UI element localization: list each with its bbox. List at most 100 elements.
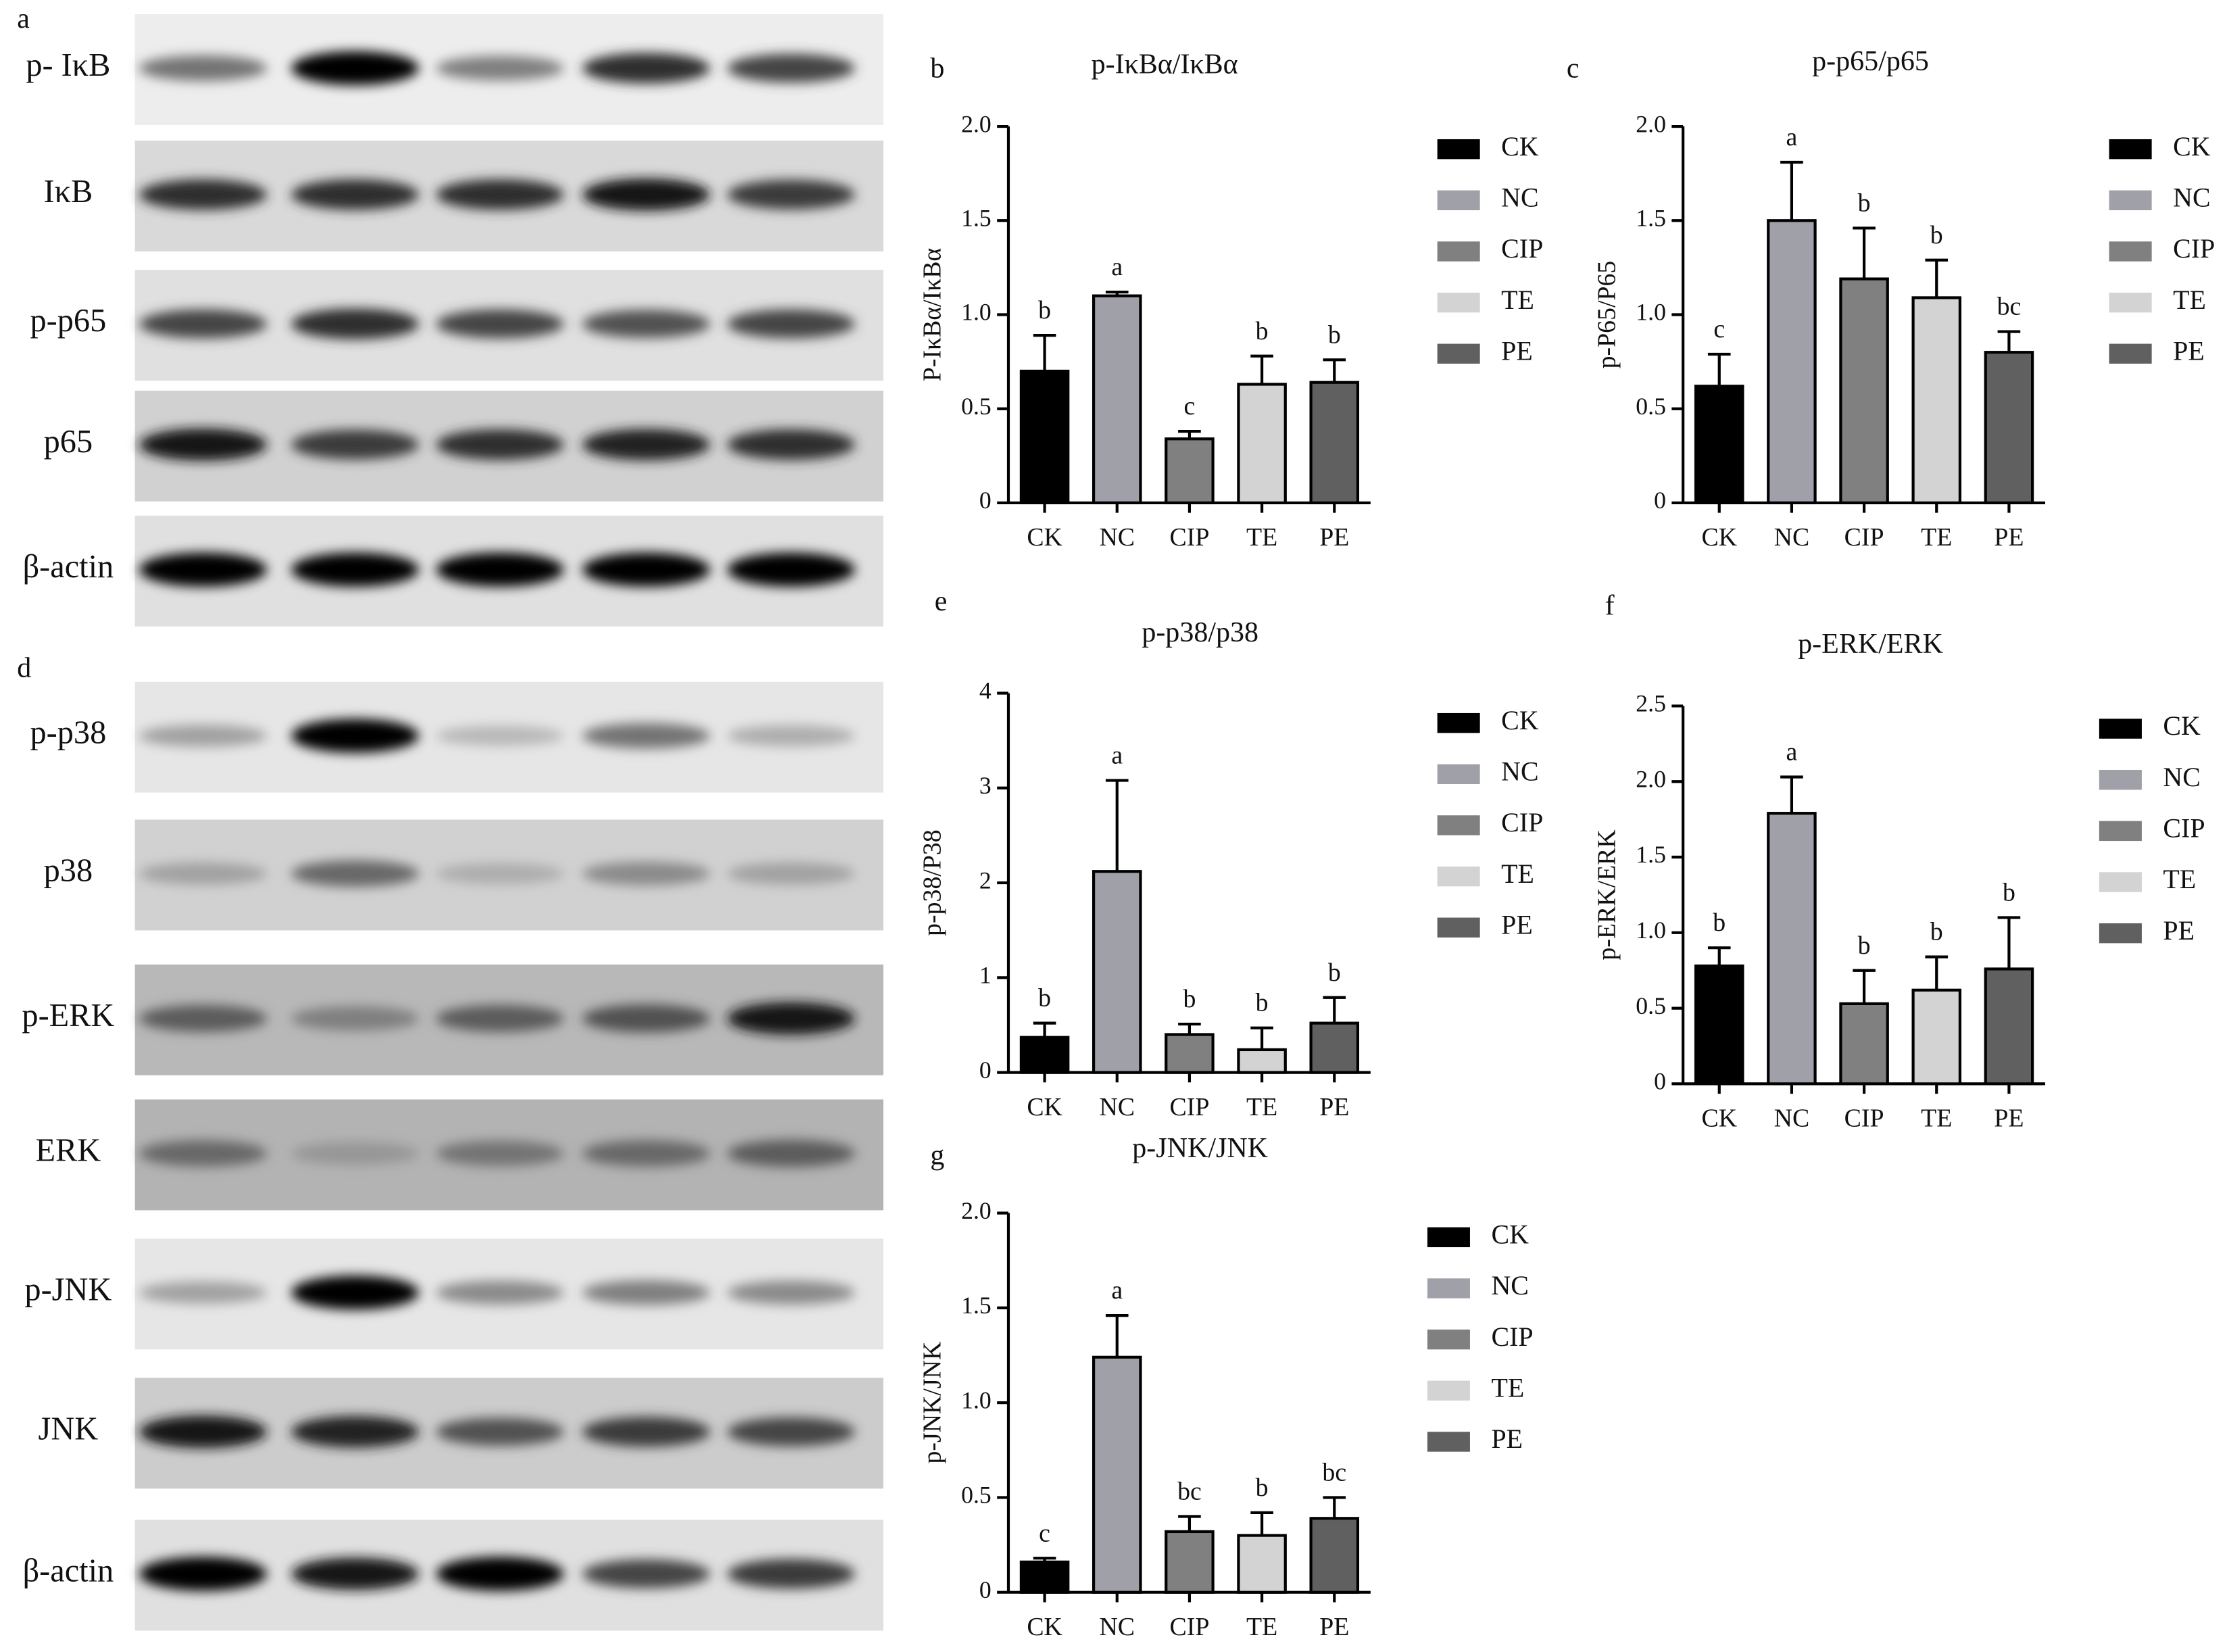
- x-tick-label: PE: [1994, 1104, 2024, 1133]
- significance-label: b: [1930, 221, 1943, 249]
- legend-swatch: [2109, 241, 2152, 262]
- blot-band: [436, 863, 564, 885]
- significance-label: a: [1111, 742, 1123, 770]
- blot-band: [582, 178, 710, 211]
- blot-row-label: JNK: [39, 1411, 99, 1447]
- x-tick-label: PE: [1994, 523, 2024, 552]
- blot-band: [291, 308, 419, 339]
- legend-label: TE: [2163, 864, 2196, 894]
- bar: [1237, 1048, 1287, 1074]
- legend-swatch: [2099, 923, 2142, 944]
- x-tick-label: PE: [1319, 1613, 1349, 1641]
- panel-label: g: [930, 1140, 944, 1171]
- y-tick-label: 2: [979, 867, 992, 894]
- significance-label: b: [1038, 984, 1051, 1013]
- bar: [1092, 294, 1142, 505]
- blot-band: [139, 428, 268, 461]
- x-tick-label: NC: [1099, 1093, 1135, 1121]
- blot-band: [436, 179, 564, 210]
- x-tick-label: TE: [1246, 523, 1277, 552]
- y-tick-label: 0.5: [1636, 992, 1666, 1019]
- blot-band: [291, 51, 419, 86]
- significance-label: a: [1111, 1276, 1123, 1305]
- bar: [1911, 988, 1962, 1086]
- y-tick-label: 1.0: [1636, 917, 1666, 944]
- blot-band: [727, 863, 856, 885]
- legend-swatch: [1437, 190, 1480, 211]
- legend-swatch: [1437, 292, 1480, 313]
- legend-label: CK: [2163, 710, 2201, 741]
- x-tick-label: TE: [1246, 1613, 1277, 1641]
- y-tick-label: 2.0: [961, 1197, 992, 1224]
- chart-title: p-ERK/ERK: [1798, 629, 1943, 660]
- significance-label: b: [1038, 296, 1051, 324]
- blot-band: [139, 552, 268, 587]
- bar: [1309, 1021, 1360, 1074]
- y-tick-label: 0: [979, 1056, 992, 1084]
- blot-row-label: p-p65: [30, 303, 106, 339]
- legend-label: CIP: [2163, 813, 2205, 844]
- y-tick-label: 0.5: [1636, 393, 1666, 420]
- legend-label: CIP: [2173, 233, 2215, 264]
- x-tick-label: CK: [1701, 1104, 1737, 1133]
- bar: [1694, 385, 1744, 505]
- blot-band: [582, 723, 710, 749]
- y-axis-label: p-p38/P38: [918, 829, 946, 936]
- blot-band: [139, 1004, 268, 1032]
- y-tick-label: 0.5: [961, 393, 992, 420]
- legend-swatch: [1437, 139, 1480, 160]
- bar: [1694, 964, 1744, 1086]
- blot-band: [291, 1557, 419, 1590]
- x-tick-label: TE: [1246, 1093, 1277, 1121]
- blot-row-label: ERK: [36, 1132, 101, 1168]
- blot-band: [291, 1276, 419, 1310]
- panel-label: d: [17, 653, 31, 684]
- legend-swatch: [1437, 815, 1480, 835]
- legend-swatch: [1437, 343, 1480, 364]
- blot-band: [727, 179, 856, 210]
- x-tick-label: NC: [1099, 523, 1135, 552]
- blot-band: [436, 552, 564, 587]
- legend-swatch: [2099, 769, 2142, 790]
- blot-band: [436, 429, 564, 460]
- significance-label: bc: [1997, 293, 2022, 321]
- legend-label: PE: [1501, 909, 1533, 940]
- legend-swatch: [2099, 821, 2142, 842]
- y-tick-label: 1: [979, 962, 992, 989]
- y-tick-label: 2.0: [1636, 765, 1666, 792]
- blot-band: [727, 309, 856, 339]
- significance-label: b: [1713, 908, 1726, 937]
- bar: [1839, 277, 1889, 505]
- blot-band: [727, 1559, 856, 1589]
- blot-band: [436, 309, 564, 339]
- legend-label: CK: [1501, 705, 1539, 735]
- bar: [1165, 1033, 1215, 1074]
- bar: [1092, 870, 1142, 1074]
- legend-swatch: [2099, 872, 2142, 892]
- blot-band: [139, 725, 268, 747]
- y-tick-label: 1.0: [1636, 299, 1666, 326]
- y-tick-label: 1.5: [961, 204, 992, 231]
- significance-label: b: [1328, 320, 1341, 349]
- blot-band: [436, 1417, 564, 1447]
- blot-row-label: p-JNK: [24, 1271, 112, 1307]
- legend-swatch: [1437, 764, 1480, 785]
- blot-band: [727, 53, 856, 83]
- x-tick-label: CK: [1027, 1613, 1062, 1641]
- blot-band: [582, 1140, 710, 1167]
- significance-label: c: [1039, 1519, 1050, 1547]
- legend-label: PE: [1491, 1424, 1523, 1454]
- blot-row-label: p65: [44, 424, 93, 460]
- significance-label: b: [1858, 931, 1871, 960]
- significance-label: b: [1256, 317, 1269, 345]
- blot-band: [727, 552, 856, 587]
- legend-label: NC: [1501, 182, 1538, 212]
- significance-label: b: [1328, 958, 1341, 987]
- legend-swatch: [2109, 190, 2152, 211]
- blot-band: [727, 725, 856, 747]
- significance-label: c: [1184, 392, 1196, 420]
- blot-band: [582, 1280, 710, 1305]
- legend-swatch: [2109, 139, 2152, 160]
